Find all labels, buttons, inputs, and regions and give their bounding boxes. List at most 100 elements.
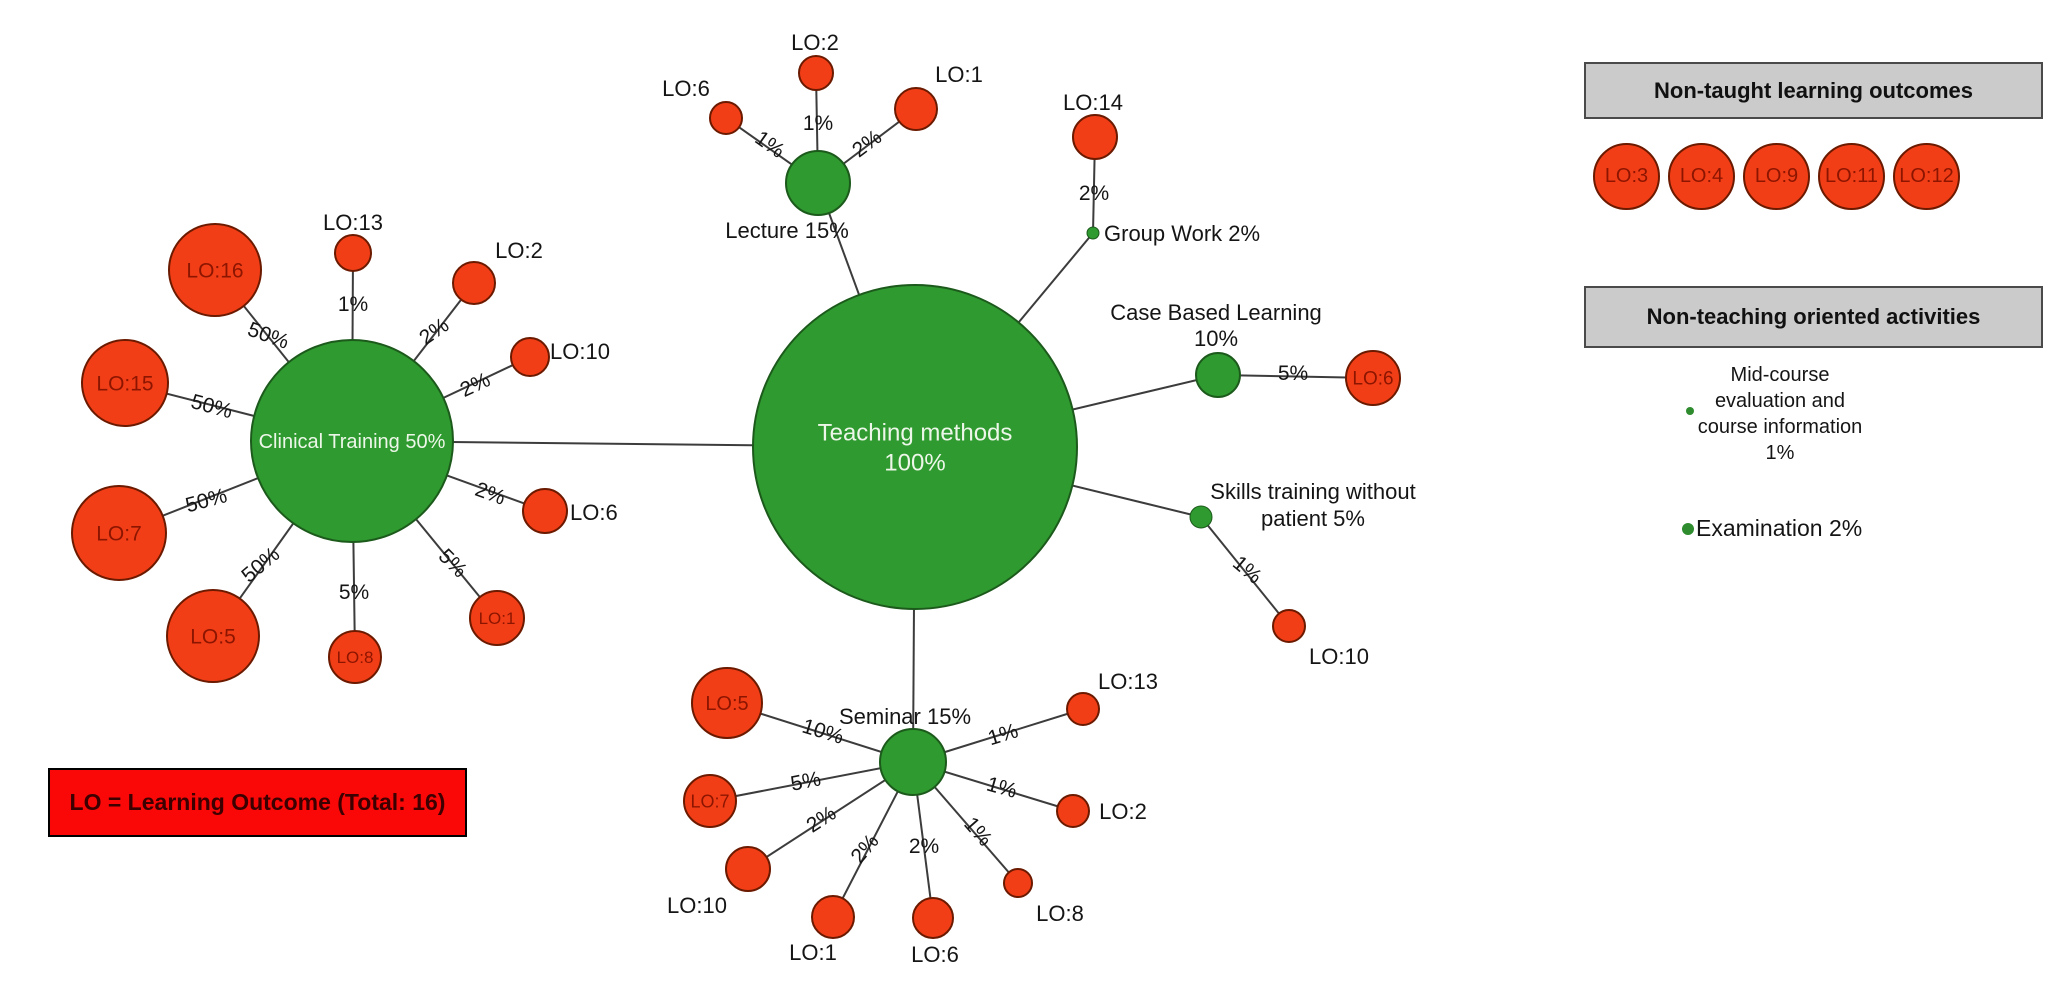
node-clin-lo1 bbox=[469, 590, 525, 646]
label-clin-lo2-label: LO:2 bbox=[495, 238, 543, 263]
label-lect-lo6-label: LO:6 bbox=[662, 76, 710, 101]
label-lect-lo2-label: LO:2 bbox=[791, 30, 839, 55]
node-clin-lo8 bbox=[328, 630, 382, 684]
mid-course-label: Mid-course evaluation and course informa… bbox=[1668, 362, 1892, 466]
label-sem-lo6-label: LO:6 bbox=[911, 942, 959, 967]
label-clin-lo13-label: LO:13 bbox=[323, 210, 383, 235]
label-sem-lo1-label: LO:1 bbox=[789, 940, 837, 965]
node-label-teaching-methods: Teaching methods bbox=[818, 419, 1013, 446]
edge-label-clinical-lo6: 2% bbox=[472, 478, 508, 510]
examination-item: Examination 2% bbox=[1682, 515, 1862, 542]
edge-seminar-lo7 bbox=[709, 761, 914, 802]
label-clin-lo6-label: LO:6 bbox=[570, 500, 618, 525]
label-cbl-label-line1: Case Based Learning bbox=[1110, 300, 1322, 325]
lo-legend-box: LO = Learning Outcome (Total: 16) bbox=[48, 768, 467, 837]
mid-course-line-3: course information bbox=[1697, 416, 1863, 438]
node-label-clin-lo16: LO:16 bbox=[186, 259, 243, 282]
node-label-clinical-training: Clinical Training 50% bbox=[259, 431, 446, 453]
label-lect-lo1-label: LO:1 bbox=[935, 62, 983, 87]
edge-label-clinical-lo16: 50% bbox=[245, 318, 292, 354]
node-sem-lo6 bbox=[912, 897, 954, 939]
non-taught-lo3-circle: LO:3 bbox=[1593, 143, 1660, 210]
mid-course-line-1: Mid-course bbox=[1730, 364, 1830, 386]
label-sem-lo8-label: LO:8 bbox=[1036, 901, 1084, 926]
node-label-cbl-lo6: LO:6 bbox=[1352, 369, 1393, 390]
label-skills-label-line1: Skills training without bbox=[1210, 479, 1415, 504]
edge-label-seminar-lo7: 5% bbox=[789, 767, 823, 795]
node-skills-training bbox=[1189, 505, 1213, 529]
edge-label-cbl-lo6: 5% bbox=[1278, 362, 1308, 385]
node-label-clin-lo5: LO:5 bbox=[190, 625, 236, 648]
node-gw-lo14 bbox=[1072, 114, 1118, 160]
label-gw-lo14-label: LO:14 bbox=[1063, 90, 1123, 115]
edge-label-seminar-lo10: 2% bbox=[802, 802, 840, 838]
non-taught-lo4-circle: LO:4 bbox=[1668, 143, 1735, 210]
node-lect-lo2 bbox=[798, 55, 834, 91]
node-label-clin-lo1: LO:1 bbox=[479, 609, 516, 628]
non-taught-lo11-circle: LO:11 bbox=[1818, 143, 1885, 210]
lo-legend-text: LO = Learning Outcome (Total: 16) bbox=[69, 789, 446, 815]
label-sem-lo2-label: LO:2 bbox=[1099, 799, 1147, 824]
edge-label-clinical-lo10: 2% bbox=[457, 368, 494, 402]
node-sem-lo8 bbox=[1003, 868, 1033, 898]
node-case-based-learning bbox=[1195, 352, 1241, 398]
node-clin-lo10 bbox=[510, 337, 550, 377]
node-clin-lo5 bbox=[166, 589, 260, 683]
non-teaching-activities-title: Non-teaching oriented activities bbox=[1646, 304, 1981, 329]
node-sem-lo7 bbox=[683, 774, 737, 828]
label-lecture-label: Lecture 15% bbox=[725, 218, 849, 243]
examination-dot-icon bbox=[1682, 522, 1694, 535]
node-clin-lo6 bbox=[522, 488, 568, 534]
label-sem-lo13-label: LO:13 bbox=[1098, 669, 1158, 694]
node-clin-lo15 bbox=[81, 339, 169, 427]
label-group-work-label: Group Work 2% bbox=[1104, 221, 1260, 246]
node-label-clin-lo7: LO:7 bbox=[96, 522, 142, 545]
non-taught-outcomes-row: LO:3 LO:4 LO:9 LO:11 LO:12 bbox=[1593, 143, 1960, 210]
mid-course-line-4: 1% bbox=[1765, 442, 1795, 464]
non-taught-lo9-circle: LO:9 bbox=[1743, 143, 1810, 210]
edge-label-clinical-lo8: 5% bbox=[339, 581, 369, 604]
node-label-clin-lo15: LO:15 bbox=[96, 372, 153, 395]
node-clin-lo7 bbox=[71, 485, 167, 581]
edge-label-clinical-lo2: 2% bbox=[415, 314, 453, 350]
edge-label-seminar-lo8: 1% bbox=[959, 813, 996, 851]
edge-label-lecture-lo2: 1% bbox=[803, 112, 833, 135]
node-lecture bbox=[785, 150, 851, 216]
label-skills-lo10-label: LO:10 bbox=[1309, 644, 1369, 669]
edge-label-seminar-lo6: 2% bbox=[909, 835, 939, 858]
node-label-sem-lo7: LO:7 bbox=[690, 791, 729, 811]
node-cbl-lo6 bbox=[1345, 350, 1401, 406]
node-label-sem-lo5: LO:5 bbox=[705, 693, 748, 715]
edge-label-seminar-lo13: 1% bbox=[985, 719, 1021, 750]
edge-label-clinical-lo5: 50% bbox=[237, 543, 284, 588]
mid-course-dot-icon bbox=[1686, 407, 1694, 415]
node-teaching-methods bbox=[752, 284, 1078, 610]
node-sem-lo5 bbox=[691, 667, 763, 739]
mid-course-line-2: evaluation and bbox=[1714, 390, 1846, 412]
node-sem-lo10 bbox=[725, 846, 771, 892]
edge-label-clinical-lo1: 5% bbox=[434, 545, 472, 583]
edge-label-clinical-lo13: 1% bbox=[338, 293, 368, 316]
edge-label-seminar-lo1: 2% bbox=[846, 830, 883, 868]
non-taught-lo12-circle: LO:12 bbox=[1893, 143, 1960, 210]
node-seminar bbox=[879, 728, 947, 796]
non-teaching-activities-header: Non-teaching oriented activities bbox=[1584, 286, 2043, 348]
edge-skills-lo10 bbox=[1200, 516, 1290, 627]
node-clinical-training bbox=[250, 339, 454, 543]
node-sem-lo2 bbox=[1056, 794, 1090, 828]
node-sem-lo13 bbox=[1066, 692, 1100, 726]
node-group-work bbox=[1086, 226, 1100, 240]
non-taught-outcomes-title: Non-taught learning outcomes bbox=[1654, 77, 1973, 103]
edge-label-seminar-lo2: 1% bbox=[984, 773, 1020, 803]
node-skills-lo10 bbox=[1272, 609, 1306, 643]
node-clin-lo2 bbox=[452, 261, 496, 305]
node-clin-lo13 bbox=[334, 234, 372, 272]
node-lect-lo1 bbox=[894, 87, 938, 131]
node-sem-lo1 bbox=[811, 895, 855, 939]
node-label-clin-lo8: LO:8 bbox=[337, 648, 374, 667]
node-label-teaching-methods: 100% bbox=[884, 449, 945, 476]
edge-label-clinical-lo7: 50% bbox=[183, 484, 230, 517]
label-cbl-label-line2: 10% bbox=[1194, 326, 1238, 351]
